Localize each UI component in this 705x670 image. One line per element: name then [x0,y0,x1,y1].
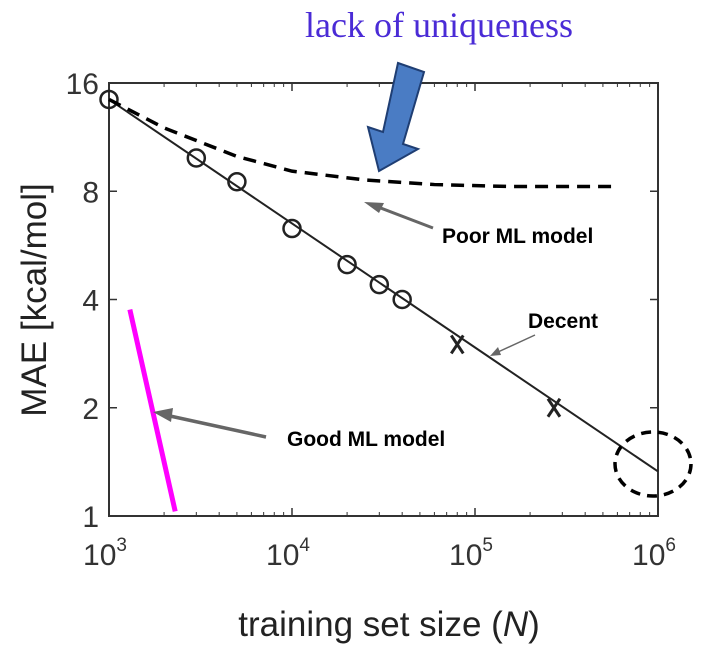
x-axis-label-variable: N [503,605,529,644]
y-tick-label: 2 [82,393,99,426]
poor-pointer-head [364,202,384,213]
pointer-arrows [153,202,536,439]
x-tick-exponent: 5 [482,535,493,556]
y-tick-label: 1 [82,501,99,534]
decent-pointer-line [497,334,536,353]
uniqueness-arrow-shape [366,61,426,173]
y-axis-label: MAE [kcal/mol] [15,183,54,416]
x-tick-label: 103 [83,535,127,572]
good-model-line [127,309,178,512]
x-tick-label: 104 [266,535,310,572]
uniqueness-arrow [366,61,426,173]
circle-data-point [282,218,302,239]
chart-title: lack of uniqueness [305,5,573,45]
poor-model-label: Poor ML model [442,225,593,248]
y-tick-label: 16 [66,68,99,101]
y-tick-label: 4 [82,285,99,318]
x-axis-label-main: training set size ( [238,605,503,644]
decent-label: Decent [528,310,598,333]
x-tick-label: 106 [632,535,676,572]
x-tick-base: 10 [449,539,482,572]
poor-pointer-line [377,205,434,230]
poor-model-curve [108,97,618,189]
circle-data-point [337,254,357,275]
good-pointer-head [153,408,173,422]
circle-data-point [227,172,247,192]
circle-data-point [186,148,207,168]
x-data-point [450,334,465,355]
good-model-label: Good ML model [287,428,445,451]
decent-pointer-head [490,347,501,356]
circle-data-point [369,274,390,295]
circle-data-point [99,89,119,110]
x-tick-exponent: 6 [665,535,676,556]
extrapolation-highlight-ellipse [613,430,693,498]
circle-data-point [392,289,412,310]
series-layer [99,89,659,512]
x-data-point [546,397,562,418]
x-tick-exponent: 3 [116,535,127,556]
y-tick-label: 8 [82,176,99,209]
x-axis-label: training set size (N) [238,605,540,644]
x-tick-base: 10 [83,539,116,572]
x-tick-label: 105 [449,535,493,572]
fit-line [108,98,659,473]
good-pointer-line [169,414,267,439]
x-tick-base: 10 [266,539,299,572]
x-axis-label-close: ) [528,605,540,644]
x-tick-base: 10 [632,539,665,572]
x-tick-exponent: 4 [299,535,310,556]
